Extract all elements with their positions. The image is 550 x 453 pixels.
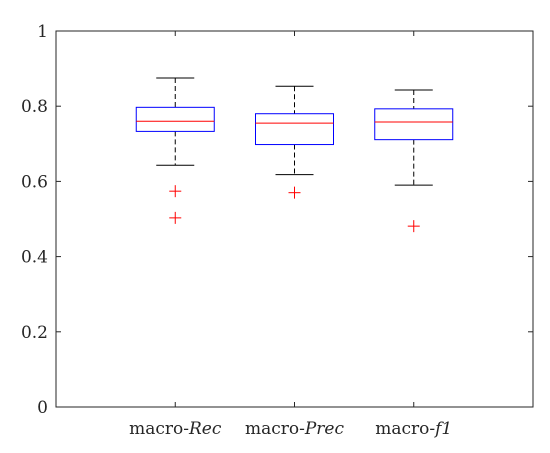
- outlier-marker: [169, 211, 182, 224]
- category-prefix: macro-: [375, 419, 435, 439]
- category-prefix: macro-: [129, 419, 189, 439]
- category-suffix: Prec: [304, 419, 345, 439]
- y-axis: 0 0.2 0.4 0.6 0.8 1: [21, 22, 533, 418]
- y-tick-label: 0: [37, 398, 48, 418]
- category-suffix: Rec: [188, 419, 222, 439]
- y-tick-label: 1: [37, 22, 48, 42]
- x-axis: macro-Rec macro-Prec macro-f1: [129, 31, 452, 439]
- x-category-label: macro-f1: [375, 419, 452, 439]
- outlier-marker: [288, 186, 301, 199]
- y-tick-label: 0.8: [21, 97, 48, 117]
- x-category-label: macro-Rec: [129, 419, 222, 439]
- y-tick-label: 0.2: [21, 323, 48, 343]
- box-group: [255, 85, 334, 199]
- iqr-box: [135, 106, 215, 132]
- x-category-label: macro-Prec: [245, 419, 345, 439]
- outlier-marker: [169, 185, 182, 198]
- y-tick-label: 0.4: [21, 248, 48, 268]
- iqr-box: [255, 113, 334, 146]
- box-group: [374, 89, 454, 233]
- category-suffix: f1: [433, 419, 452, 439]
- box-layer: [135, 77, 454, 233]
- y-tick-label: 0.6: [21, 172, 48, 192]
- box-group: [135, 77, 215, 224]
- outlier-marker: [407, 220, 420, 233]
- category-prefix: macro-: [245, 419, 305, 439]
- iqr-box: [374, 108, 454, 141]
